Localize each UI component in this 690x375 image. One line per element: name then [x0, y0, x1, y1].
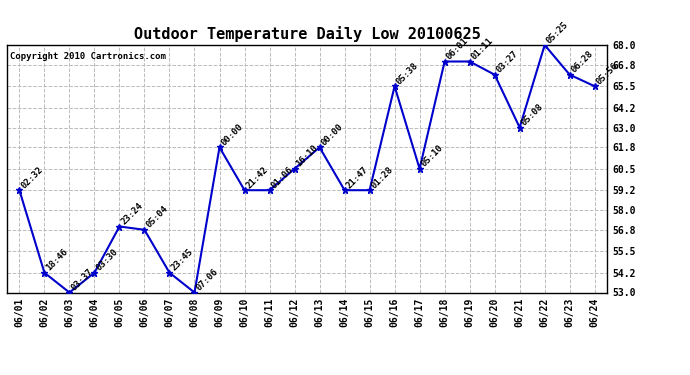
Text: 05:04: 05:04 [144, 204, 170, 230]
Text: Copyright 2010 Cartronics.com: Copyright 2010 Cartronics.com [10, 53, 166, 62]
Text: 05:56: 05:56 [595, 61, 620, 86]
Text: 21:42: 21:42 [244, 165, 270, 190]
Text: 01:11: 01:11 [470, 36, 495, 62]
Title: Outdoor Temperature Daily Low 20100625: Outdoor Temperature Daily Low 20100625 [134, 27, 480, 42]
Text: 05:25: 05:25 [544, 20, 570, 45]
Text: 05:10: 05:10 [420, 143, 445, 169]
Text: 06:28: 06:28 [570, 50, 595, 75]
Text: 00:00: 00:00 [219, 122, 245, 147]
Text: 03:37: 03:37 [70, 267, 95, 292]
Text: 03:30: 03:30 [95, 248, 120, 273]
Text: 07:06: 07:06 [195, 267, 220, 292]
Text: 16:10: 16:10 [295, 143, 320, 169]
Text: 05:38: 05:38 [395, 61, 420, 86]
Text: 02:32: 02:32 [19, 165, 45, 190]
Text: 18:46: 18:46 [44, 248, 70, 273]
Text: 05:08: 05:08 [520, 102, 545, 128]
Text: 23:45: 23:45 [170, 248, 195, 273]
Text: 03:27: 03:27 [495, 50, 520, 75]
Text: 00:00: 00:00 [319, 122, 345, 147]
Text: 06:01: 06:01 [444, 36, 470, 62]
Text: 21:47: 21:47 [344, 165, 370, 190]
Text: 01:28: 01:28 [370, 165, 395, 190]
Text: 23:24: 23:24 [119, 201, 145, 226]
Text: 01:06: 01:06 [270, 165, 295, 190]
